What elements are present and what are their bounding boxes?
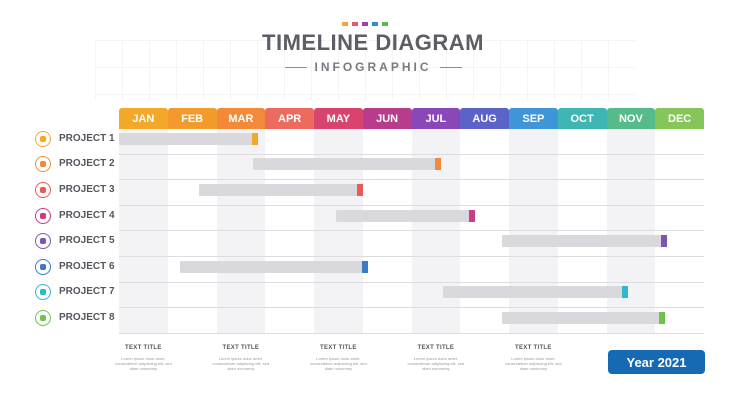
text-block: TEXT TITLE Lorem ipsum dolor amet, consec… bbox=[211, 345, 271, 371]
project-label: PROJECT 6 bbox=[59, 260, 115, 272]
icon-glyph bbox=[40, 315, 46, 321]
row-divider bbox=[119, 281, 704, 283]
text-block-body: Lorem ipsum dolor amet, consectetuer adi… bbox=[310, 356, 367, 371]
row-divider bbox=[119, 153, 704, 155]
timeline-bar-end-marker bbox=[659, 312, 665, 324]
project-label: PROJECT 1 bbox=[59, 132, 115, 144]
month-feb: FEB bbox=[167, 108, 217, 129]
subtitle-row: INFOGRAPHIC bbox=[0, 60, 746, 74]
project-label: PROJECT 7 bbox=[59, 286, 115, 298]
icon-glyph bbox=[40, 135, 46, 142]
header-color-dots bbox=[342, 22, 388, 26]
row-divider bbox=[119, 204, 704, 206]
icon-glyph bbox=[40, 238, 46, 245]
timeline-bar bbox=[501, 312, 659, 324]
background-grid bbox=[95, 40, 635, 100]
project-label: PROJECT 8 bbox=[59, 312, 115, 323]
timeline-bar-end-marker bbox=[468, 209, 475, 222]
lightbulb-icon bbox=[35, 130, 51, 147]
row-divider bbox=[119, 307, 704, 309]
text-block: TEXT TITLE Lorem ipsum dolor amet, consec… bbox=[308, 345, 368, 371]
year-badge: Year 2021 bbox=[608, 350, 705, 374]
text-block-title: TEXT TITLE bbox=[125, 345, 162, 351]
text-block-title: TEXT TITLE bbox=[417, 345, 455, 351]
line-chart-icon bbox=[35, 284, 51, 301]
text-block: TEXT TITLE Lorem ipsum dolor amet, consec… bbox=[113, 345, 173, 371]
icon-glyph bbox=[40, 263, 46, 270]
text-block: TEXT TITLE Lorem ipsum dolor amet, consec… bbox=[503, 345, 563, 371]
text-block-body: Lorem ipsum dolor amet, consectetuer adi… bbox=[212, 356, 270, 371]
row-divider bbox=[119, 256, 704, 257]
pie-chart-icon bbox=[35, 233, 51, 250]
month-mar: MAR bbox=[216, 108, 266, 129]
month-jul: JUL bbox=[411, 108, 461, 129]
bar-chart-icon bbox=[35, 258, 51, 275]
icon-glyph bbox=[40, 161, 46, 168]
header-dot bbox=[342, 22, 348, 26]
subtitle-line-right bbox=[439, 66, 462, 68]
month-sep: SEP bbox=[509, 108, 558, 129]
timeline-bar bbox=[335, 209, 469, 222]
laptop-icon bbox=[35, 156, 51, 173]
icon-glyph bbox=[40, 187, 46, 193]
text-block: TEXT TITLE Lorem ipsum dolor amet, consec… bbox=[406, 345, 466, 371]
leaf-icon bbox=[35, 310, 51, 326]
page-title: TIMELINE DIAGRAM bbox=[262, 30, 484, 55]
month-jun: JUN bbox=[362, 108, 412, 129]
month-aug: AUG bbox=[460, 108, 509, 129]
timeline-bar-end-marker bbox=[434, 158, 441, 171]
row-divider bbox=[119, 179, 704, 181]
chat-icon bbox=[35, 182, 51, 198]
project-label: PROJECT 3 bbox=[59, 184, 115, 195]
text-block-title: TEXT TITLE bbox=[222, 345, 260, 351]
timeline-bar-end-marker bbox=[361, 260, 368, 273]
text-block-body: Lorem ipsum dolor amet, consectetuer adi… bbox=[407, 356, 465, 371]
month-jan: JAN bbox=[119, 108, 168, 129]
icon-glyph bbox=[40, 212, 46, 219]
text-block-title: TEXT TITLE bbox=[320, 345, 357, 351]
header-dot bbox=[352, 22, 358, 26]
month-apr: APR bbox=[265, 108, 314, 129]
timeline-bar-end-marker bbox=[251, 132, 258, 145]
row-divider bbox=[119, 332, 704, 334]
header-dot bbox=[362, 22, 368, 26]
timeline-bar bbox=[253, 158, 435, 171]
timeline-bar bbox=[199, 184, 357, 196]
timeline-bar bbox=[501, 235, 662, 248]
text-block-title: TEXT TITLE bbox=[515, 345, 552, 351]
timeline-bar bbox=[443, 286, 623, 299]
icon-glyph bbox=[40, 289, 46, 296]
header-dot bbox=[382, 22, 388, 26]
month-nov: NOV bbox=[606, 108, 656, 129]
timeline-bar-end-marker bbox=[622, 286, 629, 299]
month-dec: DEC bbox=[655, 108, 704, 129]
page-subtitle: INFOGRAPHIC bbox=[314, 60, 432, 74]
text-block-body: Lorem ipsum dolor amet, consectetuer adi… bbox=[505, 356, 562, 371]
month-oct: OCT bbox=[557, 108, 607, 129]
timeline-bar-end-marker bbox=[661, 235, 668, 248]
row-divider bbox=[119, 230, 704, 232]
project-label: PROJECT 4 bbox=[59, 209, 115, 221]
project-label: PROJECT 5 bbox=[59, 235, 115, 247]
month-may: MAY bbox=[314, 108, 363, 129]
subtitle-line-left bbox=[284, 66, 307, 68]
timeline-bar-end-marker bbox=[356, 184, 363, 196]
text-block-body: Lorem ipsum dolor amet, consectetuer adi… bbox=[115, 356, 172, 371]
timeline-bar bbox=[119, 132, 252, 145]
month-header: JAN FEB MAR APR MAY JUN JUL AUG SEP OCT NOV DEC bbox=[119, 108, 704, 129]
folder-icon bbox=[35, 207, 51, 224]
project-label: PROJECT 2 bbox=[59, 158, 115, 170]
header-dot bbox=[372, 22, 378, 26]
timeline-bar bbox=[179, 260, 362, 273]
